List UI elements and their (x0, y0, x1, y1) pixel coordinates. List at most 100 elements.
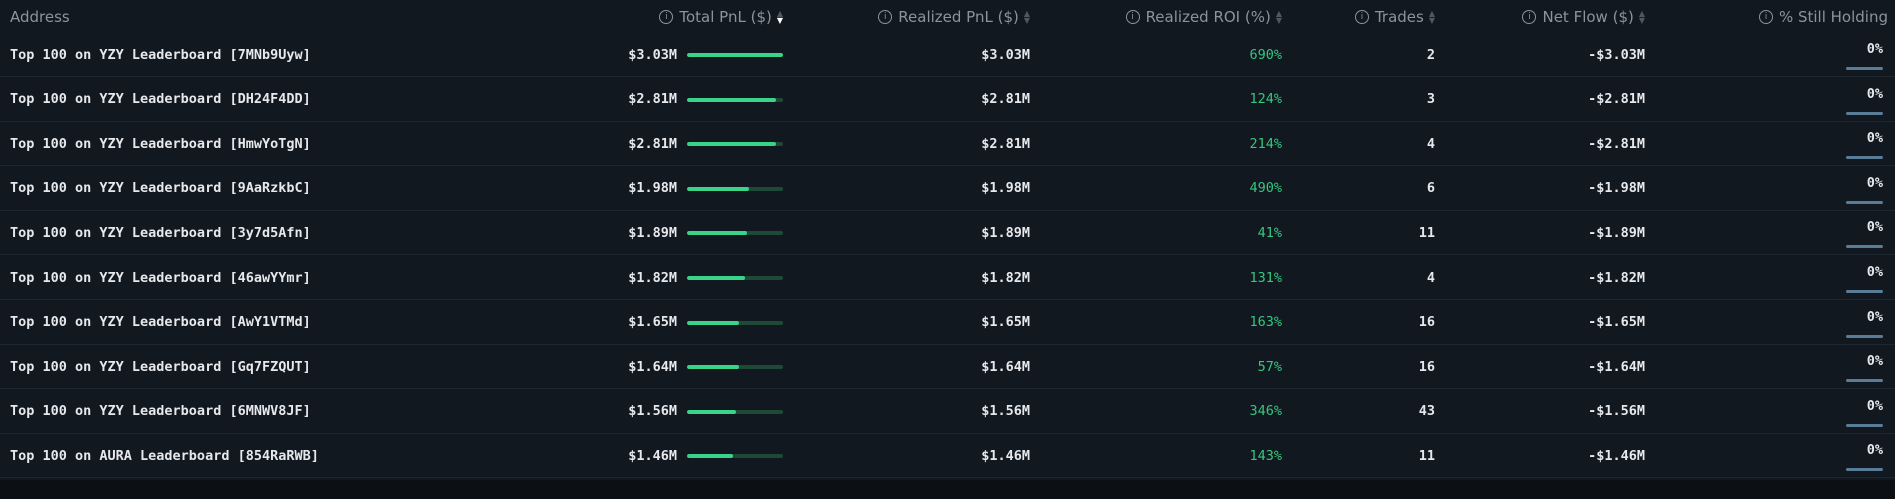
net-flow-cell: -$3.03M (1588, 46, 1645, 63)
pnl-bar-fill (687, 276, 745, 280)
realized-roi-cell: 690% (1249, 46, 1282, 63)
net-flow-cell: -$2.81M (1588, 135, 1645, 152)
table-row[interactable]: Top 100 on YZY Leaderboard [3y7d5Afn] $1.… (0, 211, 1895, 256)
table-row[interactable]: Top 100 on YZY Leaderboard [7MNb9Uyw] $3.… (0, 33, 1895, 77)
column-label: Net Flow ($) (1542, 7, 1634, 26)
holding-bar (1846, 111, 1883, 115)
holding-bar (1846, 200, 1883, 204)
net-flow-cell: -$1.82M (1588, 269, 1645, 286)
realized-pnl-cell: $1.64M (981, 358, 1030, 375)
pnl-bar (687, 365, 783, 370)
table-row[interactable]: Top 100 on YZY Leaderboard [DH24F4DD] $2.… (0, 77, 1895, 122)
pnl-bar-fill (687, 231, 747, 236)
realized-pnl-cell: $2.81M (981, 135, 1030, 152)
sort-icon[interactable]: ▲ ▼ (1275, 8, 1282, 25)
column-header-net-flow[interactable]: i Net Flow ($) ▲ ▼ (1500, 0, 1645, 33)
info-icon[interactable]: i (1522, 9, 1537, 24)
table-row[interactable]: Top 100 on AURA Leaderboard [854RaRWB] $1… (0, 434, 1895, 479)
pnl-bar (687, 142, 783, 147)
holding-bar (1846, 334, 1883, 338)
table-row[interactable]: Top 100 on YZY Leaderboard [AwY1VTMd] $1.… (0, 300, 1895, 345)
info-icon[interactable]: i (878, 9, 893, 24)
total-pnl-cell: $2.81M (628, 135, 677, 152)
info-icon[interactable]: i (1125, 9, 1140, 24)
realized-pnl-cell: $1.98M (981, 180, 1030, 197)
sort-icon[interactable]: ▲ ▼ (1428, 8, 1435, 25)
table-row[interactable]: Top 100 on YZY Leaderboard [HmwYoTgN] $2.… (0, 122, 1895, 167)
sort-icon[interactable]: ▲ ▼ (776, 8, 783, 25)
column-header-realized-pnl[interactable]: i Realized PnL ($) ▲ ▼ (860, 0, 1030, 33)
realized-roi-cell: 346% (1249, 403, 1282, 420)
sort-icon[interactable]: ▲ ▼ (1023, 8, 1030, 25)
address-cell[interactable]: Top 100 on YZY Leaderboard [DH24F4DD] (10, 91, 311, 108)
pnl-bar-fill (687, 454, 734, 459)
pnl-bar (687, 186, 783, 191)
leaderboard-table: Address i Total PnL ($) ▲ ▼ i Realized Pn… (0, 0, 1895, 479)
holding-bar (1846, 156, 1883, 160)
address-cell[interactable]: Top 100 on AURA Leaderboard [854RaRWB] (10, 447, 319, 464)
still-holding-cell: 0% (1866, 130, 1883, 147)
pnl-bar (687, 454, 783, 459)
trades-cell: 43 (1418, 403, 1435, 420)
table-row[interactable]: Top 100 on YZY Leaderboard [46awYYmr] $1.… (0, 256, 1895, 300)
total-pnl-cell: $1.65M (628, 314, 677, 331)
still-holding-cell: 0% (1866, 308, 1883, 325)
realized-roi-cell: 214% (1249, 135, 1282, 152)
address-cell[interactable]: Top 100 on YZY Leaderboard [9AaRzkbC] (10, 180, 311, 197)
realized-roi-cell: 124% (1249, 91, 1282, 108)
still-holding-cell: 0% (1866, 219, 1883, 236)
column-label: Address (10, 7, 70, 26)
table-row[interactable]: Top 100 on YZY Leaderboard [Gq7FZQUT] $1.… (0, 345, 1895, 390)
table-row[interactable]: Top 100 on YZY Leaderboard [9AaRzkbC] $1.… (0, 166, 1895, 211)
still-holding-cell: 0% (1866, 442, 1883, 459)
trades-cell: 11 (1418, 447, 1435, 464)
realized-pnl-cell: $1.82M (981, 269, 1030, 286)
total-pnl-cell: $1.98M (628, 180, 677, 197)
column-header-realized-roi[interactable]: i Realized ROI (%) ▲ ▼ (1100, 0, 1282, 33)
realized-roi-cell: 490% (1249, 180, 1282, 197)
column-label: Total PnL ($) (679, 7, 772, 26)
holding-bar (1846, 423, 1883, 427)
trades-cell: 6 (1426, 180, 1435, 197)
column-header-total-pnl[interactable]: i Total PnL ($) ▲ ▼ (620, 0, 783, 33)
still-holding-cell: 0% (1866, 174, 1883, 191)
realized-pnl-cell: $3.03M (981, 46, 1030, 63)
realized-pnl-cell: $1.56M (981, 403, 1030, 420)
realized-pnl-cell: $1.89M (981, 224, 1030, 241)
column-label: % Still Holding (1778, 7, 1888, 26)
column-header-trades[interactable]: i Trades ▲ ▼ (1340, 0, 1435, 33)
table-header: Address i Total PnL ($) ▲ ▼ i Realized Pn… (0, 0, 1895, 34)
holding-bar (1846, 67, 1883, 70)
total-pnl-cell: $1.46M (628, 447, 677, 464)
table-row[interactable]: Top 100 on YZY Leaderboard [6MNWV8JF] $1.… (0, 389, 1895, 434)
address-cell[interactable]: Top 100 on YZY Leaderboard [HmwYoTgN] (10, 135, 311, 152)
column-header-still-holding[interactable]: i % Still Holding (1730, 0, 1888, 33)
pnl-bar-fill (687, 365, 739, 370)
column-header-address[interactable]: Address (10, 0, 70, 33)
address-cell[interactable]: Top 100 on YZY Leaderboard [6MNWV8JF] (10, 403, 311, 420)
info-icon[interactable]: i (1354, 9, 1369, 24)
realized-roi-cell: 57% (1257, 358, 1282, 375)
sort-icon[interactable]: ▲ ▼ (1638, 8, 1645, 25)
realized-pnl-cell: $2.81M (981, 91, 1030, 108)
net-flow-cell: -$1.64M (1588, 358, 1645, 375)
net-flow-cell: -$2.81M (1588, 91, 1645, 108)
total-pnl-cell: $1.56M (628, 403, 677, 420)
pnl-bar-fill (687, 186, 750, 191)
net-flow-cell: -$1.65M (1588, 314, 1645, 331)
info-icon[interactable]: i (1758, 9, 1773, 24)
realized-roi-cell: 143% (1249, 447, 1282, 464)
address-cell[interactable]: Top 100 on YZY Leaderboard [Gq7FZQUT] (10, 358, 311, 375)
realized-pnl-cell: $1.46M (981, 447, 1030, 464)
net-flow-cell: -$1.56M (1588, 403, 1645, 420)
pnl-bar (687, 231, 783, 236)
pnl-bar-fill (687, 320, 739, 325)
info-icon[interactable]: i (659, 9, 674, 24)
address-cell[interactable]: Top 100 on YZY Leaderboard [AwY1VTMd] (10, 314, 311, 331)
footer-strip (0, 480, 1895, 499)
net-flow-cell: -$1.89M (1588, 224, 1645, 241)
realized-pnl-cell: $1.65M (981, 314, 1030, 331)
address-cell[interactable]: Top 100 on YZY Leaderboard [7MNb9Uyw] (10, 46, 311, 63)
address-cell[interactable]: Top 100 on YZY Leaderboard [3y7d5Afn] (10, 224, 311, 241)
address-cell[interactable]: Top 100 on YZY Leaderboard [46awYYmr] (10, 269, 311, 286)
